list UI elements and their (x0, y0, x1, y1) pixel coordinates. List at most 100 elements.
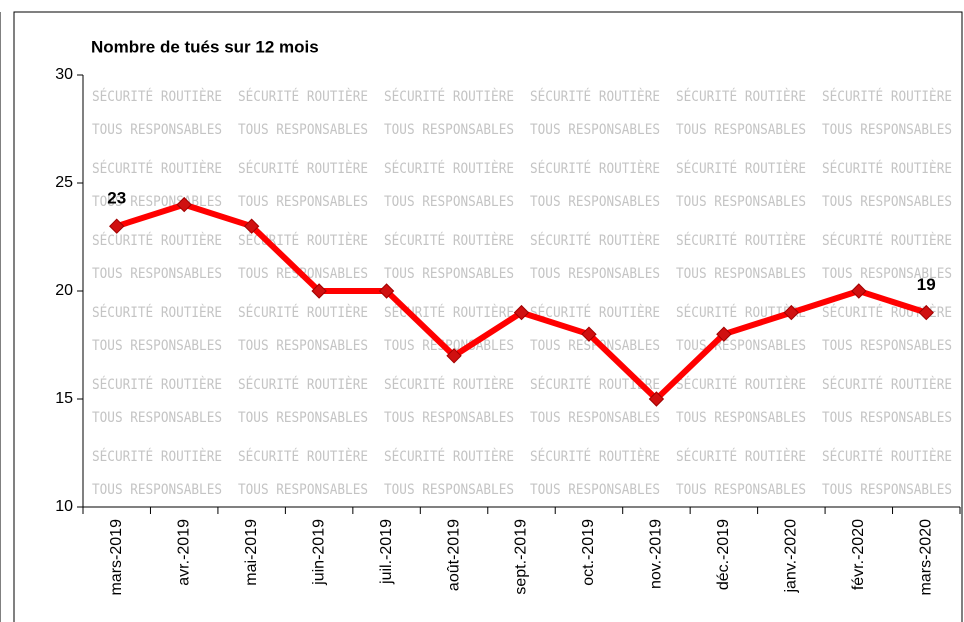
watermark: SÉCURITÉ ROUTIÈRE (822, 448, 952, 465)
x-tick-label: mai-2019 (243, 519, 260, 586)
marker (446, 348, 462, 364)
marker (109, 218, 125, 234)
watermark: TOUS RESPONSABLES (384, 482, 514, 498)
watermark: TOUS RESPONSABLES (676, 410, 806, 426)
watermark: TOUS RESPONSABLES (530, 338, 660, 354)
watermark: TOUS RESPONSABLES (238, 410, 368, 426)
watermark: SÉCURITÉ ROUTIÈRE (92, 160, 222, 177)
marker (918, 304, 934, 321)
watermark: TOUS RESPONSABLES (384, 338, 514, 354)
marker (648, 391, 665, 407)
watermark: SÉCURITÉ ROUTIÈRE (92, 88, 222, 105)
x-tick-label: août-2019 (445, 519, 462, 591)
watermark: SÉCURITÉ ROUTIÈRE (384, 88, 514, 105)
marker (243, 218, 260, 234)
watermark: TOUS RESPONSABLES (238, 122, 368, 138)
x-tick-label: oct.-2019 (580, 519, 597, 586)
watermark: SÉCURITÉ ROUTIÈRE (676, 88, 806, 105)
watermark: TOUS RESPONSABLES (822, 194, 952, 210)
data-label: 19 (917, 275, 936, 294)
watermark: SÉCURITÉ ROUTIÈRE (238, 448, 368, 465)
watermark: SÉCURITÉ ROUTIÈRE (822, 88, 952, 105)
x-tick-label: mars-2020 (917, 519, 934, 596)
watermark: SÉCURITÉ ROUTIÈRE (676, 448, 806, 465)
watermark: TOUS RESPONSABLES (530, 194, 660, 210)
y-tick-label: 20 (55, 282, 73, 299)
watermark: SÉCURITÉ ROUTIÈRE (822, 376, 952, 393)
x-tick-label: janv.-2020 (783, 519, 800, 594)
watermark: SÉCURITÉ ROUTIÈRE (92, 304, 222, 321)
watermark: SÉCURITÉ ROUTIÈRE (384, 160, 514, 177)
marker (176, 196, 192, 213)
chart-title: Nombre de tués sur 12 mois (91, 37, 319, 56)
x-tick-label: juil.-2019 (378, 519, 395, 585)
watermark: TOUS RESPONSABLES (92, 410, 222, 426)
watermark: TOUS RESPONSABLES (530, 410, 660, 426)
y-tick-label: 25 (55, 174, 73, 191)
x-tick-label: mars-2019 (108, 519, 125, 596)
y-tick-label: 15 (55, 390, 73, 407)
watermark: TOUS RESPONSABLES (238, 482, 368, 498)
watermark: SÉCURITÉ ROUTIÈRE (238, 88, 368, 105)
watermark: TOUS RESPONSABLES (676, 338, 806, 354)
watermark: TOUS RESPONSABLES (676, 266, 806, 282)
watermark: TOUS RESPONSABLES (92, 122, 222, 138)
watermark: TOUS RESPONSABLES (676, 194, 806, 210)
watermark: SÉCURITÉ ROUTIÈRE (238, 304, 368, 321)
y-tick-label: 30 (55, 66, 73, 83)
x-tick-label: févr.-2020 (850, 519, 867, 590)
watermark: TOUS RESPONSABLES (384, 122, 514, 138)
watermark: TOUS RESPONSABLES (238, 338, 368, 354)
marker (783, 304, 800, 321)
x-tick-label: sept.-2019 (513, 519, 530, 595)
x-tick-label: déc.-2019 (715, 519, 732, 590)
watermark: SÉCURITÉ ROUTIÈRE (676, 376, 806, 393)
watermark: SÉCURITÉ ROUTIÈRE (676, 232, 806, 249)
watermark: SÉCURITÉ ROUTIÈRE (384, 376, 514, 393)
data-label: 23 (107, 189, 126, 208)
watermark: TOUS RESPONSABLES (384, 194, 514, 210)
watermark: SÉCURITÉ ROUTIÈRE (822, 160, 952, 177)
marker (716, 326, 732, 342)
chart-frame (13, 11, 963, 622)
watermark: TOUS RESPONSABLES (92, 338, 222, 354)
watermark: SÉCURITÉ ROUTIÈRE (822, 232, 952, 249)
watermark: SÉCURITÉ ROUTIÈRE (92, 376, 222, 393)
marker (311, 283, 327, 299)
watermark: TOUS RESPONSABLES (92, 482, 222, 498)
marker (581, 326, 597, 342)
watermark: TOUS RESPONSABLES (676, 482, 806, 498)
watermark: TOUS RESPONSABLES (822, 410, 952, 426)
watermark: SÉCURITÉ ROUTIÈRE (530, 160, 660, 177)
x-tick-label: juin-2019 (310, 519, 327, 586)
watermark: TOUS RESPONSABLES (238, 194, 368, 210)
watermark: SÉCURITÉ ROUTIÈRE (676, 160, 806, 177)
watermark: SÉCURITÉ ROUTIÈRE (384, 232, 514, 249)
watermark: TOUS RESPONSABLES (822, 482, 952, 498)
watermark: TOUS RESPONSABLES (384, 266, 514, 282)
watermark: TOUS RESPONSABLES (92, 266, 222, 282)
watermark: SÉCURITÉ ROUTIÈRE (238, 160, 368, 177)
marker (851, 283, 867, 299)
watermark: SÉCURITÉ ROUTIÈRE (530, 448, 660, 465)
watermark: SÉCURITÉ ROUTIÈRE (238, 376, 368, 393)
watermark: SÉCURITÉ ROUTIÈRE (92, 232, 222, 249)
watermark: TOUS RESPONSABLES (676, 122, 806, 138)
watermark: SÉCURITÉ ROUTIÈRE (384, 448, 514, 465)
watermark: TOUS RESPONSABLES (384, 410, 514, 426)
x-tick-label: nov.-2019 (648, 519, 665, 589)
watermark: SÉCURITÉ ROUTIÈRE (92, 448, 222, 465)
marker (513, 304, 530, 321)
watermark: SÉCURITÉ ROUTIÈRE (530, 304, 660, 321)
watermark: TOUS RESPONSABLES (530, 266, 660, 282)
watermark: SÉCURITÉ ROUTIÈRE (530, 88, 660, 105)
watermark: SÉCURITÉ ROUTIÈRE (530, 376, 660, 393)
x-tick-label: avr.-2019 (175, 519, 192, 586)
watermark: TOUS RESPONSABLES (822, 338, 952, 354)
marker (378, 283, 395, 299)
watermark: SÉCURITÉ ROUTIÈRE (530, 232, 660, 249)
watermark: TOUS RESPONSABLES (530, 122, 660, 138)
watermark: TOUS RESPONSABLES (822, 122, 952, 138)
